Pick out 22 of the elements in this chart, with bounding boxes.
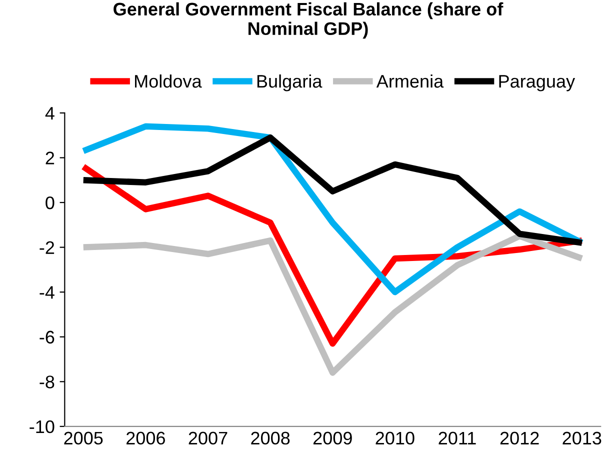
y-tick-label: 0 <box>46 196 54 210</box>
y-tick-label: -2 <box>40 241 54 254</box>
x-tick-label: 2005 <box>64 432 103 445</box>
x-tick-label: 2011 <box>438 432 476 445</box>
y-tick-label: -8 <box>40 376 54 388</box>
x-tick-label: 2010 <box>376 432 414 445</box>
x-tick-label: 2007 <box>188 432 228 445</box>
x-tick-label: 2013 <box>562 432 602 445</box>
x-tick-label: 2012 <box>500 432 539 445</box>
chart-title: General Government Fiscal Balance (share of Nominal GDP) <box>114 2 504 39</box>
y-tick-label: -6 <box>40 330 54 344</box>
y-tick-label: 2 <box>46 152 54 164</box>
x-tick-label: 2008 <box>251 432 290 445</box>
legend-label: Bulgaria <box>257 74 322 92</box>
x-tick-label: 2009 <box>313 432 352 445</box>
y-tick-label: -4 <box>40 286 54 299</box>
legend-label: Paraguay <box>499 75 576 92</box>
y-tick-label: -10 <box>30 420 54 434</box>
legend-label: Armenia <box>376 74 444 88</box>
y-tick-label: 4 <box>45 107 54 120</box>
legend-label: Moldova <box>135 74 202 88</box>
x-tick-label: 2006 <box>126 432 165 445</box>
